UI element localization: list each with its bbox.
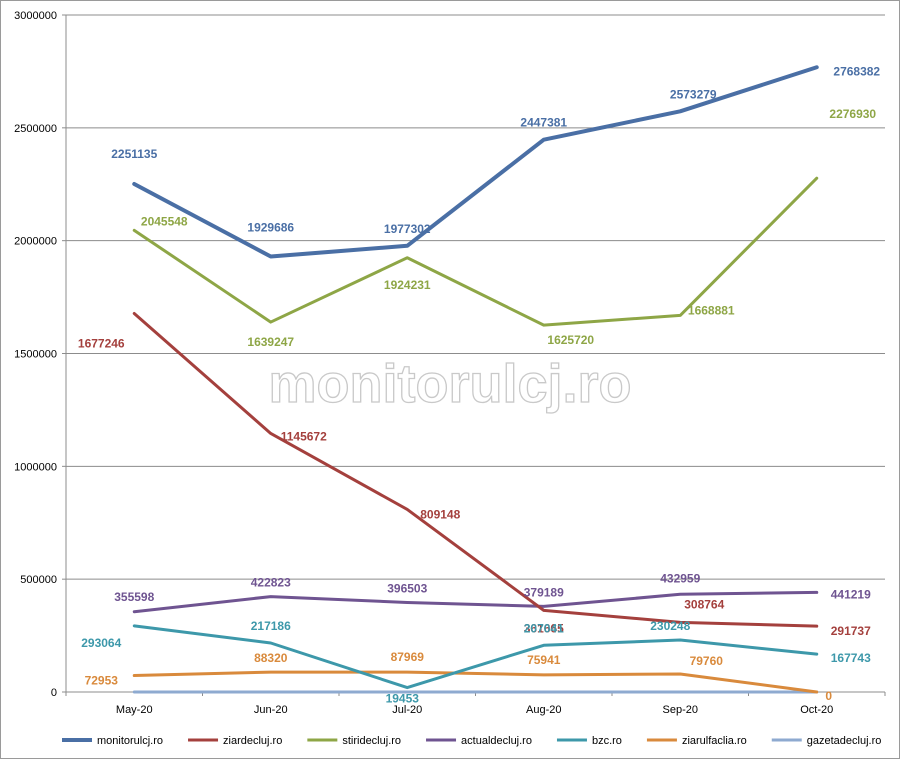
data-label: 230248 xyxy=(650,619,690,633)
data-label: 2251135 xyxy=(111,147,157,161)
data-label: 293064 xyxy=(81,636,121,650)
data-label: 0 xyxy=(825,689,832,703)
series-lines xyxy=(132,65,819,694)
data-label: 19453 xyxy=(386,692,420,706)
legend-entry: ziarulfaclia.ro xyxy=(646,735,747,747)
x-tick-label: Jun-20 xyxy=(254,704,288,716)
data-label: 422823 xyxy=(251,576,291,590)
x-tick-label: Aug-20 xyxy=(526,704,561,716)
data-label: 2573279 xyxy=(670,87,717,101)
data-label: 355598 xyxy=(114,590,154,604)
y-axis-ticks: 0 500000 1000000 1500000 2000000 2500000 30000… xyxy=(14,10,57,699)
series-line-ziarulfaclia.ro xyxy=(132,670,819,694)
data-label: 361665 xyxy=(524,621,564,635)
legend-entry: actualdecluj.ro xyxy=(426,735,532,747)
series-line-stiridecluj.ro xyxy=(132,176,819,327)
series-line-actualdecluj.ro xyxy=(132,590,819,614)
data-label: 441219 xyxy=(831,587,871,601)
legend-entry: gazetadecluj.ro xyxy=(771,735,882,747)
data-label: 432959 xyxy=(660,571,700,585)
y-tick-label: 2000000 xyxy=(14,236,57,248)
watermark: monitorulcj.ro xyxy=(269,354,632,414)
x-tick-label: Oct-20 xyxy=(800,704,833,716)
legend-label: gazetadecluj.ro xyxy=(807,735,882,747)
data-label: 207041 xyxy=(524,621,564,635)
data-label: 87969 xyxy=(391,650,425,664)
data-label: 396503 xyxy=(387,582,427,596)
x-tick-label: Jul-20 xyxy=(392,704,422,716)
data-label: 88320 xyxy=(254,651,288,665)
x-tick-label: May-20 xyxy=(116,704,153,716)
x-axis-ticks: May-20 Jun-20 Jul-20 Aug-20 Sep-20 Oct-20 xyxy=(116,704,833,716)
y-tick-label: 1500000 xyxy=(14,349,57,361)
data-label: 2276930 xyxy=(829,107,876,121)
data-label: 308764 xyxy=(684,597,724,611)
data-label: 1639247 xyxy=(247,335,294,349)
data-label: 167743 xyxy=(831,651,871,665)
legend-label: actualdecluj.ro xyxy=(461,735,532,747)
y-tick-label: 0 xyxy=(51,687,57,699)
legend-label: ziarulfaclia.ro xyxy=(682,735,747,747)
legend-entry: stiridecluj.ro xyxy=(307,735,401,747)
legend-label: bzc.ro xyxy=(592,735,622,747)
series-line-bzc.ro xyxy=(132,624,819,690)
series-line-monitorulcj.ro xyxy=(132,65,819,259)
y-tick-label: 3000000 xyxy=(14,10,57,22)
legend: monitorulcj.ro ziardecluj.ro stiridecluj.r… xyxy=(62,735,881,747)
y-tick-label: 2500000 xyxy=(14,123,57,135)
data-label: 291737 xyxy=(831,624,871,638)
data-label: 1924231 xyxy=(384,278,431,292)
data-label: 72953 xyxy=(85,674,119,688)
data-label: 1929686 xyxy=(247,221,294,235)
data-label: 2447381 xyxy=(520,116,567,130)
data-label: 2045548 xyxy=(141,214,188,228)
y-tick-label: 500000 xyxy=(20,574,57,586)
data-label: 217186 xyxy=(251,619,291,633)
legend-entry: monitorulcj.ro xyxy=(62,735,163,747)
data-label: 1668881 xyxy=(688,303,735,317)
data-label: 1145672 xyxy=(281,429,327,443)
legend-label: monitorulcj.ro xyxy=(97,735,163,747)
data-label: 75941 xyxy=(527,653,561,667)
legend-entry: ziardecluj.ro xyxy=(188,735,282,747)
legend-entry: bzc.ro xyxy=(556,735,622,747)
y-tick-label: 1000000 xyxy=(14,461,57,473)
data-labels: 2251135 1929686 1977302 2447381 2573279 27683… xyxy=(78,64,881,705)
data-label: 2768382 xyxy=(833,64,880,78)
x-tick-label: Sep-20 xyxy=(663,704,698,716)
series-line-ziardecluj.ro xyxy=(132,312,819,628)
data-label: 1625720 xyxy=(547,333,594,347)
data-label: 809148 xyxy=(420,507,460,521)
data-label: 1677246 xyxy=(78,337,125,351)
legend-label: stiridecluj.ro xyxy=(342,735,401,747)
data-label: 79760 xyxy=(690,654,724,668)
data-label: 379189 xyxy=(524,585,564,599)
legend-label: ziardecluj.ro xyxy=(223,735,282,747)
data-label: 1977302 xyxy=(384,222,431,236)
